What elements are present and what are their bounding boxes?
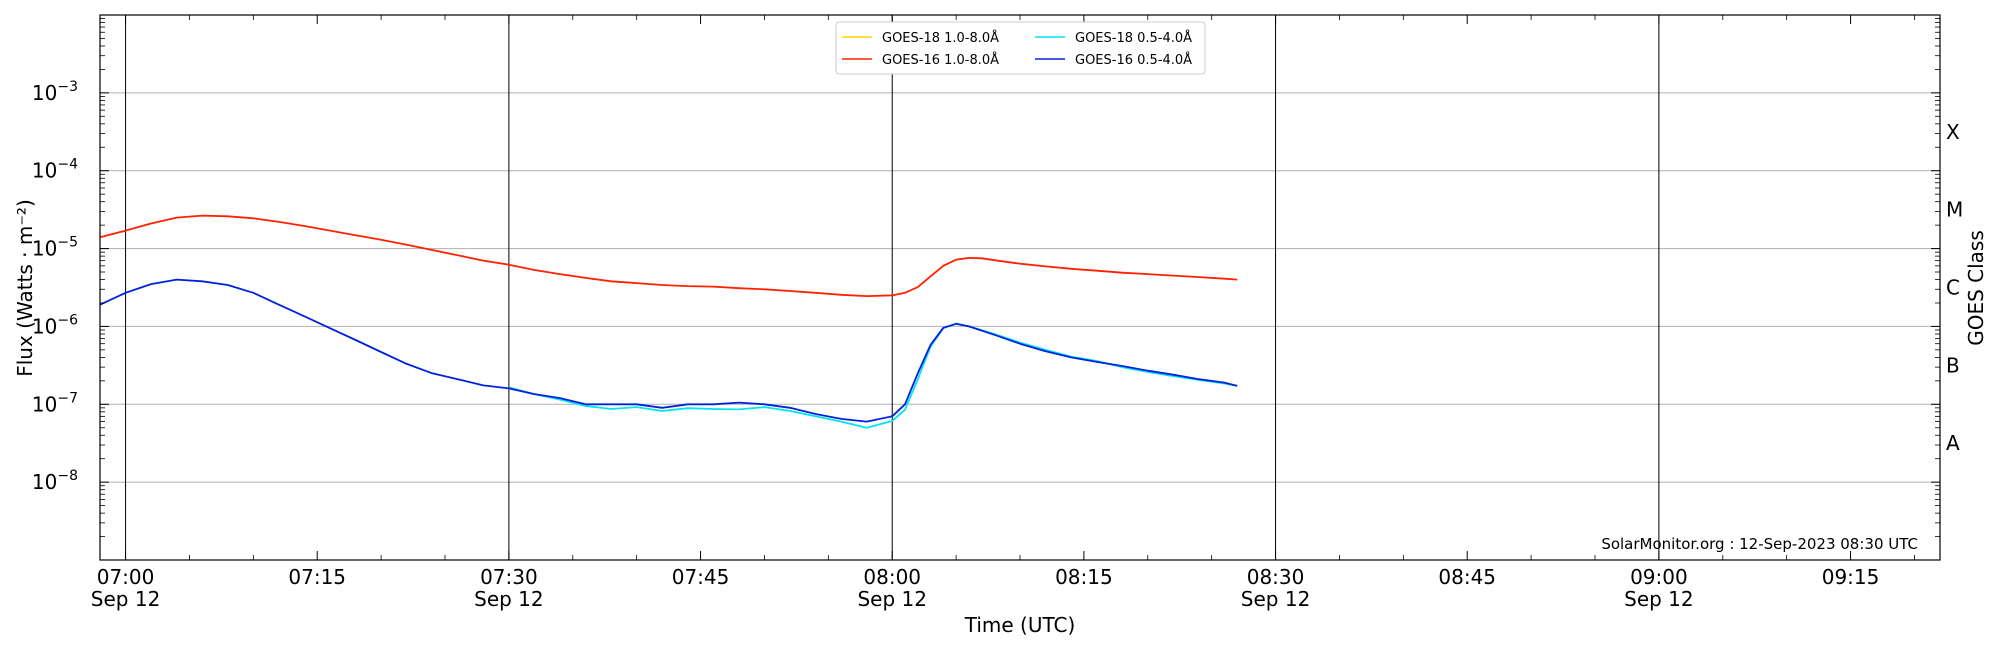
legend-label-2: GOES-18 0.5-4.0Å [1075, 30, 1192, 46]
x-tick-label: 07:45 [672, 565, 730, 589]
grid-layer [100, 15, 1940, 560]
credit-annotation: SolarMonitor.org : 12-Sep-2023 08:30 UTC [1601, 535, 1918, 553]
goes-class-label: B [1946, 353, 1960, 377]
y-tick-label: 10−8 [32, 468, 78, 494]
series-layer [99, 214, 1238, 429]
y-tick-label: 10−4 [32, 157, 78, 183]
legend-label-3: GOES-16 0.5-4.0Å [1075, 52, 1192, 68]
series-line-1 [99, 214, 1238, 298]
x-tick-label: 08:30 [1247, 565, 1305, 589]
goes-class-label: A [1946, 431, 1960, 455]
x-tick-label: 07:00 [97, 565, 155, 589]
x-tick-label: 07:30 [480, 565, 538, 589]
x-tick-date-label: Sep 12 [1624, 587, 1694, 611]
legend-label-1: GOES-16 1.0-8.0Å [882, 52, 999, 68]
goes-class-label: M [1946, 198, 1963, 222]
y2-axis-title: GOES Class [1964, 230, 1988, 346]
x-tick-date-label: Sep 12 [1241, 587, 1311, 611]
plot-frame [99, 14, 1941, 561]
y-tick-label: 10−5 [32, 235, 78, 261]
x-tick-label: 08:15 [1055, 565, 1113, 589]
x-tick-label: 08:45 [1438, 565, 1496, 589]
legend-box [835, 21, 1206, 75]
x-tick-date-label: Sep 12 [91, 587, 161, 611]
series-line-2 [508, 322, 1238, 429]
labels-layer: Time (UTC) Flux (Watts · m⁻²) GOES Class… [13, 199, 1988, 637]
y-axis-title: Flux (Watts · m⁻²) [13, 199, 37, 377]
legend-label-0: GOES-18 1.0-8.0Å [882, 30, 999, 46]
series-line-3 [99, 278, 1238, 423]
y-tick-label: 10−7 [32, 390, 78, 416]
goes-class-label: X [1946, 120, 1960, 144]
x-tick-label: 09:15 [1822, 565, 1880, 589]
x-tick-date-label: Sep 12 [857, 587, 927, 611]
legend: GOES-18 1.0-8.0Å GOES-16 1.0-8.0Å GOES-18 … [835, 21, 1206, 75]
x-axis-title: Time (UTC) [964, 613, 1076, 637]
x-tick-label: 09:00 [1630, 565, 1688, 589]
x-tick-date-label: Sep 12 [474, 587, 544, 611]
goes-class-label: C [1946, 276, 1960, 300]
x-tick-label: 07:15 [288, 565, 346, 589]
x-tick-label: 08:00 [863, 565, 921, 589]
y-tick-label: 10−3 [32, 79, 78, 105]
y-tick-label: 10−6 [32, 312, 78, 338]
